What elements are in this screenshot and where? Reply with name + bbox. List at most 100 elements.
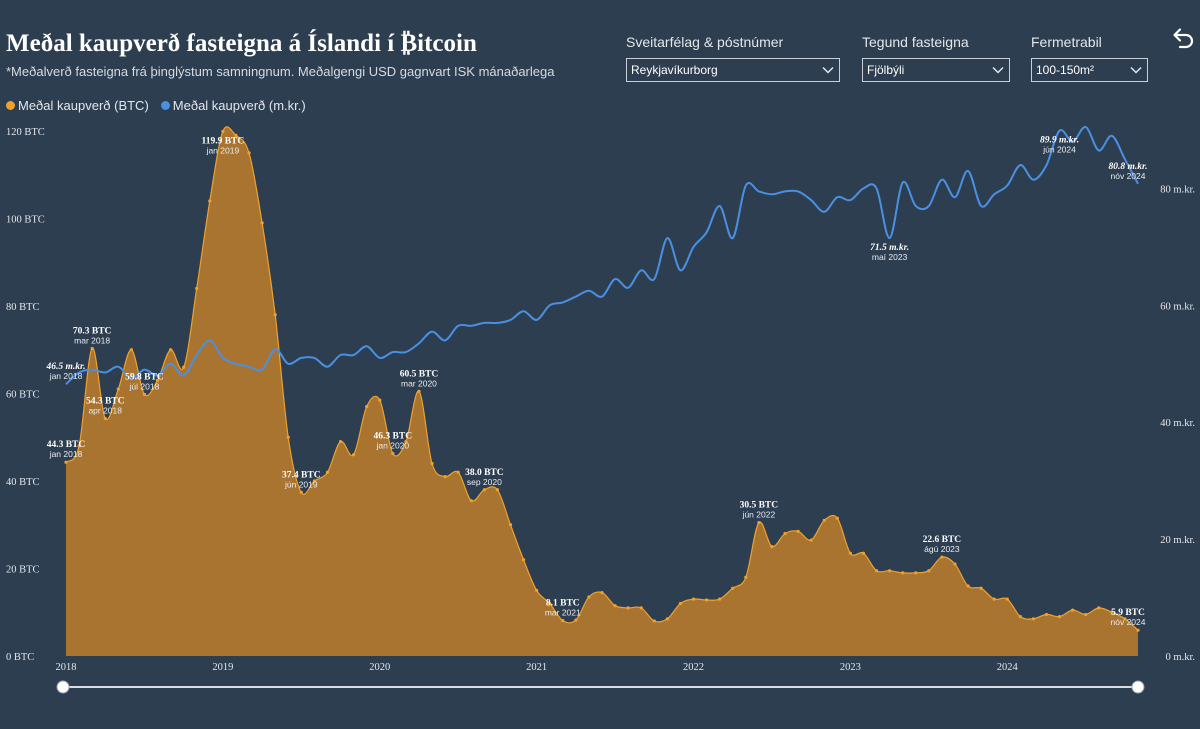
btc-point bbox=[325, 470, 330, 474]
chevron-down-icon bbox=[822, 66, 834, 74]
legend-item-mkr[interactable]: Meðal kaupverð (m.kr.) bbox=[160, 98, 306, 113]
btc-point bbox=[221, 129, 225, 134]
btc-point bbox=[574, 618, 578, 622]
btc-point bbox=[90, 346, 94, 351]
filter-size-range-label: Fermetrabil bbox=[1031, 34, 1102, 50]
btc-point bbox=[417, 389, 421, 393]
btc-point bbox=[561, 618, 565, 623]
mkr-data-label-date: maí 2023 bbox=[872, 252, 908, 262]
filter-municipality-label: Sveitarfélag & póstnúmer bbox=[626, 34, 784, 50]
btc-point bbox=[1018, 615, 1022, 619]
size-range-dropdown-value: 100-150m² bbox=[1036, 63, 1095, 77]
x-tick-label: 2023 bbox=[840, 662, 861, 673]
mkr-data-label-date: nóv 2024 bbox=[1111, 171, 1146, 181]
x-tick-label: 2021 bbox=[526, 662, 547, 673]
x-tick-label: 2022 bbox=[683, 662, 704, 673]
btc-point bbox=[783, 531, 787, 536]
page-title: Meðal kaupverð fasteigna á Íslandi í ₿it… bbox=[6, 30, 477, 57]
x-tick-label: 2019 bbox=[212, 662, 233, 673]
btc-data-label-date: jún 2022 bbox=[742, 510, 776, 520]
btc-point bbox=[822, 518, 826, 522]
btc-point bbox=[1057, 615, 1062, 619]
btc-point bbox=[64, 460, 68, 464]
range-slider-end-handle[interactable] bbox=[1131, 680, 1145, 694]
y-left-tick-label: 100 BTC bbox=[6, 215, 45, 226]
filter-property-type-label: Tegund fasteigna bbox=[862, 34, 969, 50]
btc-point bbox=[482, 488, 486, 492]
btc-area bbox=[66, 126, 1138, 656]
btc-point bbox=[469, 499, 473, 503]
btc-point bbox=[247, 151, 251, 155]
btc-point bbox=[979, 586, 983, 590]
range-slider-start-handle[interactable] bbox=[56, 680, 70, 694]
property-type-dropdown[interactable]: Fjölbýli bbox=[862, 58, 1010, 82]
property-type-dropdown-value: Fjölbýli bbox=[867, 63, 905, 77]
btc-point bbox=[535, 588, 539, 592]
btc-point bbox=[652, 619, 656, 623]
btc-data-label: 30.5 BTC bbox=[740, 501, 779, 511]
btc-point bbox=[718, 597, 722, 601]
btc-point bbox=[77, 444, 81, 448]
btc-point bbox=[234, 133, 238, 137]
chart-legend: Meðal kaupverð (BTC) Meðal kaupverð (m.k… bbox=[6, 98, 312, 113]
btc-point bbox=[1005, 597, 1009, 601]
btc-data-label-date: nóv 2024 bbox=[1111, 617, 1146, 627]
btc-point bbox=[273, 313, 277, 317]
btc-point bbox=[927, 569, 931, 573]
btc-point bbox=[129, 348, 133, 352]
btc-point bbox=[495, 488, 500, 492]
btc-point bbox=[365, 405, 369, 409]
btc-data-label-date: jan 2019 bbox=[206, 145, 240, 155]
btc-data-label-date: júl 2018 bbox=[129, 381, 160, 391]
undo-arrow-icon[interactable] bbox=[1168, 24, 1198, 54]
btc-point bbox=[155, 378, 160, 382]
btc-point bbox=[1097, 606, 1101, 610]
btc-point bbox=[809, 538, 813, 542]
btc-point bbox=[953, 562, 957, 566]
btc-data-label: 59.8 BTC bbox=[125, 372, 164, 382]
btc-point bbox=[195, 286, 199, 291]
btc-point bbox=[116, 387, 120, 391]
btc-point bbox=[521, 558, 526, 562]
btc-data-label-date: mar 2021 bbox=[545, 608, 581, 618]
btc-point bbox=[103, 416, 107, 421]
btc-point bbox=[600, 590, 604, 595]
mkr-data-label: 46.5 m.kr. bbox=[45, 362, 85, 372]
municipality-dropdown[interactable]: Reykjavíkurborg bbox=[626, 58, 840, 82]
y-left-tick-label: 120 BTC bbox=[6, 127, 45, 138]
btc-point bbox=[352, 453, 356, 457]
btc-point bbox=[940, 555, 944, 559]
chevron-down-icon bbox=[992, 66, 1004, 74]
btc-data-label-date: apr 2018 bbox=[88, 405, 122, 415]
btc-point bbox=[874, 569, 879, 573]
btc-point bbox=[1110, 610, 1114, 614]
btc-data-label-date: jún 2019 bbox=[284, 479, 318, 489]
btc-point bbox=[443, 475, 447, 479]
btc-data-label-date: jan 2018 bbox=[49, 449, 83, 459]
btc-point bbox=[966, 584, 970, 588]
btc-point bbox=[208, 199, 212, 203]
size-range-dropdown[interactable]: 100-150m² bbox=[1031, 58, 1148, 82]
x-tick-label: 2018 bbox=[56, 662, 77, 673]
y-left-tick-label: 20 BTC bbox=[6, 565, 40, 576]
btc-data-label: 38.0 BTC bbox=[465, 468, 504, 478]
btc-point bbox=[312, 479, 316, 483]
btc-point bbox=[508, 523, 513, 527]
legend-dot-btc bbox=[6, 101, 15, 110]
x-tick-label: 2024 bbox=[997, 662, 1019, 673]
btc-data-label-date: mar 2018 bbox=[74, 335, 110, 345]
btc-point bbox=[626, 606, 630, 610]
btc-point bbox=[1123, 617, 1127, 621]
legend-dot-mkr bbox=[160, 101, 170, 110]
y-left-tick-label: 40 BTC bbox=[6, 477, 40, 488]
btc-point bbox=[848, 551, 852, 555]
btc-point bbox=[338, 440, 343, 444]
btc-data-label: 46.3 BTC bbox=[374, 431, 413, 441]
legend-label-btc: Meðal kaupverð (BTC) bbox=[18, 98, 149, 113]
btc-point bbox=[430, 461, 434, 466]
legend-item-btc[interactable]: Meðal kaupverð (BTC) bbox=[6, 98, 149, 113]
btc-point bbox=[168, 348, 173, 352]
btc-point bbox=[587, 595, 591, 599]
x-tick-label: 2020 bbox=[369, 662, 390, 673]
